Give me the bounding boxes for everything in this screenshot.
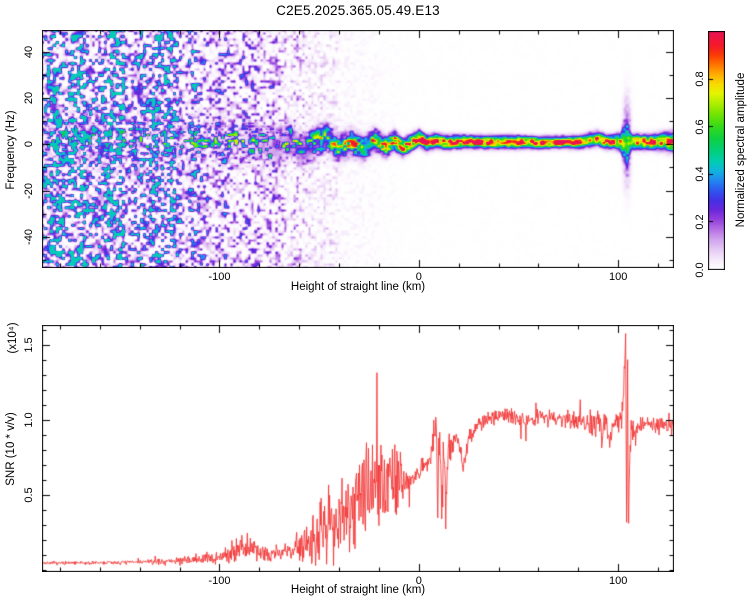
tick-label: -100 bbox=[208, 575, 231, 587]
tick-label: 1.0 bbox=[23, 412, 35, 428]
tick-label: 0 bbox=[23, 141, 35, 148]
tick-label: 0.5 bbox=[23, 487, 35, 503]
colorbar-label: Normalized spectral amplitude bbox=[735, 72, 747, 228]
tick-label: -100 bbox=[208, 271, 231, 283]
tick-label: -20 bbox=[23, 182, 35, 199]
snr-axis-label: SNR (10 * v/v) bbox=[5, 412, 17, 486]
tick-label: 0.4 bbox=[694, 166, 706, 183]
tick-label: 0 bbox=[415, 575, 422, 587]
spectrogram-xaxis-label: Height of straight line (km) bbox=[290, 281, 426, 293]
tick-label: -40 bbox=[23, 228, 35, 245]
tick-label: 0 bbox=[415, 271, 422, 283]
tick-label: 0.6 bbox=[694, 118, 706, 135]
frequency-axis-label: Frequency (Hz) bbox=[5, 110, 17, 190]
tick-label: 100 bbox=[608, 575, 628, 587]
tick-label: 100 bbox=[608, 271, 628, 283]
tick-label: 20 bbox=[23, 92, 35, 105]
snr-axis-multiplier-label: (x10⁴) bbox=[7, 322, 19, 354]
plot-title: C2E5.2025.365.05.49.E13 bbox=[276, 3, 440, 18]
snr-canvas bbox=[42, 325, 674, 572]
tick-label: 0.0 bbox=[694, 262, 706, 278]
tick-label: 0.2 bbox=[694, 214, 706, 230]
tick-label: 0.8 bbox=[694, 71, 706, 87]
tick-label: 40 bbox=[23, 45, 35, 59]
spectrogram-canvas bbox=[42, 30, 674, 268]
tick-label: 1.5 bbox=[23, 337, 35, 353]
snr-xaxis-label: Height of straight line (km) bbox=[290, 584, 426, 596]
colorbar-canvas bbox=[708, 31, 725, 270]
